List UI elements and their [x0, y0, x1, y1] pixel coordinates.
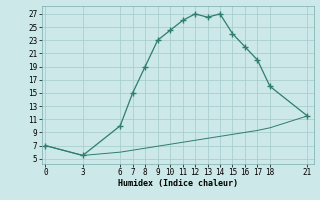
- X-axis label: Humidex (Indice chaleur): Humidex (Indice chaleur): [118, 179, 237, 188]
